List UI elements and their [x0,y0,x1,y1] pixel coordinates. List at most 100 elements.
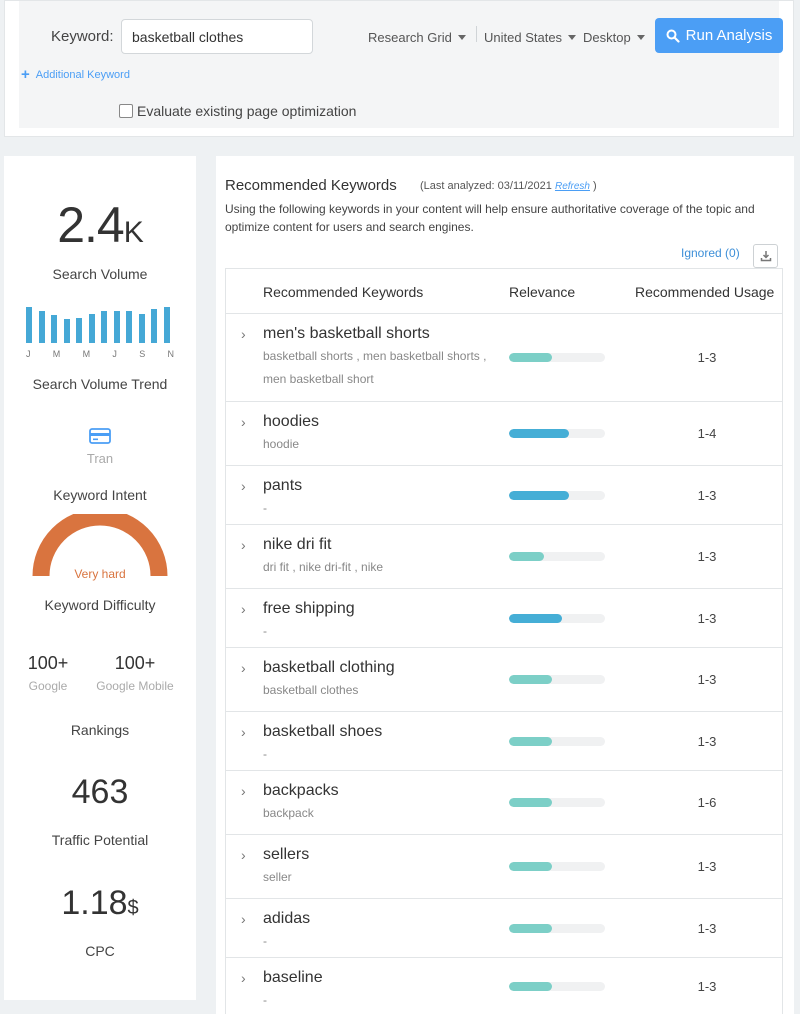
intent-icon-wrap [4,428,196,449]
chevron-right-icon[interactable]: › [241,478,246,494]
chevron-right-icon[interactable]: › [241,414,246,430]
table-row: › baseline - 1-3 [226,958,782,1014]
chevron-down-icon [457,35,466,40]
keyword-name: basketball shoes [263,723,383,740]
keyword-name: nike dri fit [263,536,332,553]
recommended-keywords-panel: Recommended Keywords (Last analyzed: 03/… [216,156,794,1014]
relevance-bar [509,982,605,991]
trend-bar [151,308,157,343]
cpc-label: CPC [85,943,115,959]
keyword-name: adidas [263,910,311,927]
keyword-variants: - [263,624,267,638]
country-label: United States [484,30,563,45]
keyword-difficulty-label: Keyword Difficulty [44,597,156,613]
run-analysis-button[interactable]: Run Analysis [655,18,783,53]
recommended-usage: 1-3 [697,488,717,503]
evaluate-label: Evaluate existing page optimization [137,103,357,119]
keyword-variants: hoodie [263,437,300,451]
keyword-variants: basketball shorts , men basketball short… [263,349,487,386]
relevance-fill [509,491,570,500]
trend-bar [88,313,95,343]
google-rank-label: Google [28,679,68,693]
recommended-usage: 1-3 [697,611,717,626]
additional-keyword-link[interactable]: + Additional Keyword [21,66,130,83]
recommended-keywords-table: Recommended Keywords Relevance Recommend… [225,268,783,1014]
relevance-bar [509,675,605,684]
search-volume-number: 2.4 [57,197,125,253]
chevron-right-icon[interactable]: › [241,537,246,553]
trend-bar [63,318,70,343]
traffic-potential-label: Traffic Potential [51,832,149,848]
keyword-variants: backpack [263,806,314,820]
trend-bar [113,311,120,343]
keyword-name: hoodies [263,413,320,430]
keyword-intent-value: Tran [86,451,114,466]
trend-month-label: J [26,349,31,359]
relevance-fill [509,924,553,933]
chevron-right-icon[interactable]: › [241,911,246,927]
chevron-right-icon[interactable]: › [241,783,246,799]
keyword-name: free shipping [263,600,355,617]
device-dropdown[interactable]: Desktop [583,30,645,45]
download-button[interactable] [753,244,778,268]
traffic-potential-value: 463 [71,773,129,811]
relevance-fill [509,353,553,362]
table-row: › basketball clothing basketball clothes 1-… [226,648,782,712]
trend-bar [101,311,107,343]
difficulty-value: Very hard [74,567,126,581]
country-dropdown[interactable]: United States [484,30,577,45]
chevron-right-icon[interactable]: › [241,970,246,986]
trend-month-label: J [112,349,117,359]
relevance-bar [509,491,605,500]
run-analysis-label: Run Analysis [685,27,773,44]
keyword-name: pants [263,477,303,494]
chevron-right-icon[interactable]: › [241,326,246,342]
relevance-bar [509,737,605,746]
trend-bar [138,313,145,343]
table-row: › hoodies hoodie 1-4 [226,402,782,466]
chevron-right-icon[interactable]: › [241,660,246,676]
keyword-name: baseline [263,969,323,986]
ignored-link[interactable]: Ignored (0) [681,246,740,260]
relevance-bar [509,353,605,362]
recommended-usage: 1-3 [697,734,717,749]
search-icon [666,29,680,43]
relevance-fill [509,737,553,746]
table-row: › pants - 1-3 [226,466,782,525]
keyword-name: backpacks [263,782,339,799]
search-volume-trend-chart [24,305,174,343]
credit-card-icon [89,428,111,444]
last-analyzed-text: (Last analyzed: 03/11/2021 [420,180,552,192]
column-header-keywords: Recommended Keywords [263,284,424,300]
table-row: › basketball shoes - 1-3 [226,712,782,771]
trend-bar [163,306,170,343]
divider [476,26,477,42]
keyword-variants: - [263,501,267,515]
download-icon [760,251,771,262]
keyword-intent-label: Keyword Intent [53,487,147,503]
trend-month-label: N [167,349,175,359]
recommended-keywords-title: Recommended Keywords [225,177,397,194]
chevron-right-icon[interactable]: › [241,601,246,617]
recommended-usage: 1-3 [697,672,717,687]
keyword-variants: - [263,993,267,1007]
search-volume-value: 2.4K [4,196,196,254]
column-header-relevance: Relevance [509,284,576,300]
keyword-name: basketball clothing [263,659,395,676]
research-grid-dropdown[interactable]: Research Grid [368,30,466,45]
evaluate-checkbox[interactable] [119,104,133,118]
trend-bar [126,311,132,343]
evaluate-page-option[interactable]: Evaluate existing page optimization [119,103,356,119]
refresh-link[interactable]: Refresh [554,181,590,192]
chevron-down-icon [636,35,645,40]
recommended-usage: 1-4 [697,426,717,441]
trend-month-label: S [139,349,146,359]
chevron-right-icon[interactable]: › [241,847,246,863]
chevron-right-icon[interactable]: › [241,724,246,740]
relevance-bar [509,798,605,807]
recommended-usage: 1-3 [697,979,717,994]
relevance-bar [509,862,605,871]
keyword-input[interactable] [121,19,313,54]
search-panel: Keyword: Research Grid United States Des… [4,0,794,137]
